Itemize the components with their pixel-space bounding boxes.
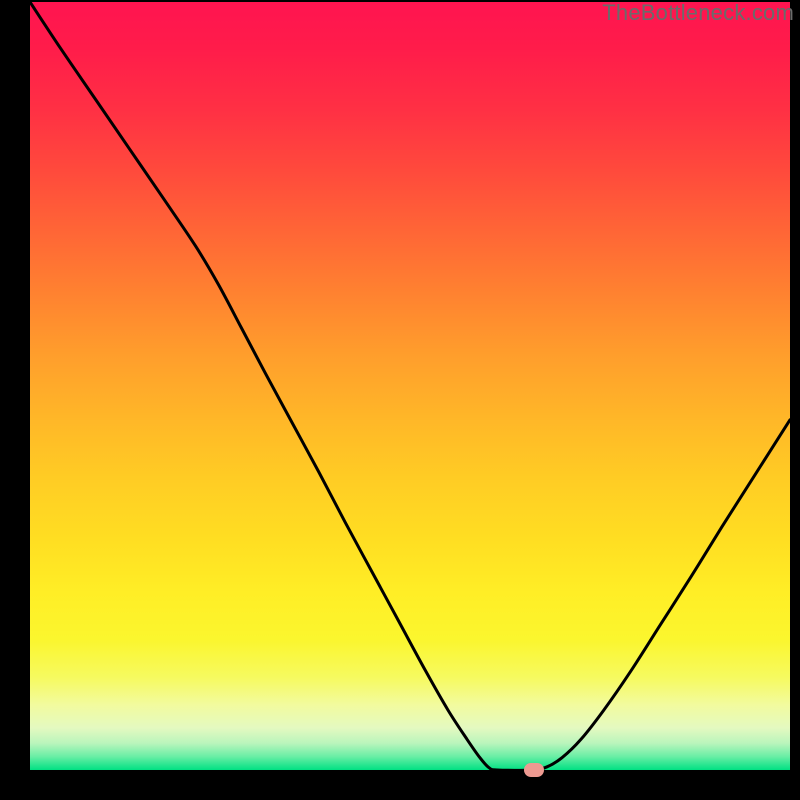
plot-area [30, 2, 790, 770]
optimum-marker [524, 763, 544, 777]
chart-frame: TheBottleneck.com [0, 0, 800, 800]
bottleneck-curve [30, 2, 790, 770]
